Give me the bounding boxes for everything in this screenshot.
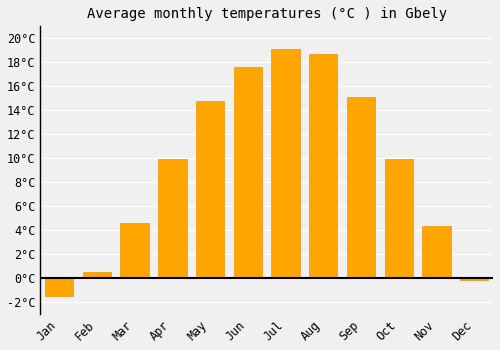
- Bar: [45, 278, 74, 296]
- Bar: [158, 159, 186, 278]
- Bar: [384, 159, 413, 278]
- Bar: [234, 67, 262, 278]
- Bar: [347, 97, 375, 278]
- Bar: [460, 278, 488, 280]
- Bar: [120, 223, 149, 278]
- Bar: [272, 49, 299, 278]
- Title: Average monthly temperatures (°C ) in Gbely: Average monthly temperatures (°C ) in Gb…: [86, 7, 446, 21]
- Bar: [422, 226, 450, 278]
- Bar: [196, 100, 224, 278]
- Bar: [309, 54, 338, 278]
- Bar: [83, 272, 111, 278]
